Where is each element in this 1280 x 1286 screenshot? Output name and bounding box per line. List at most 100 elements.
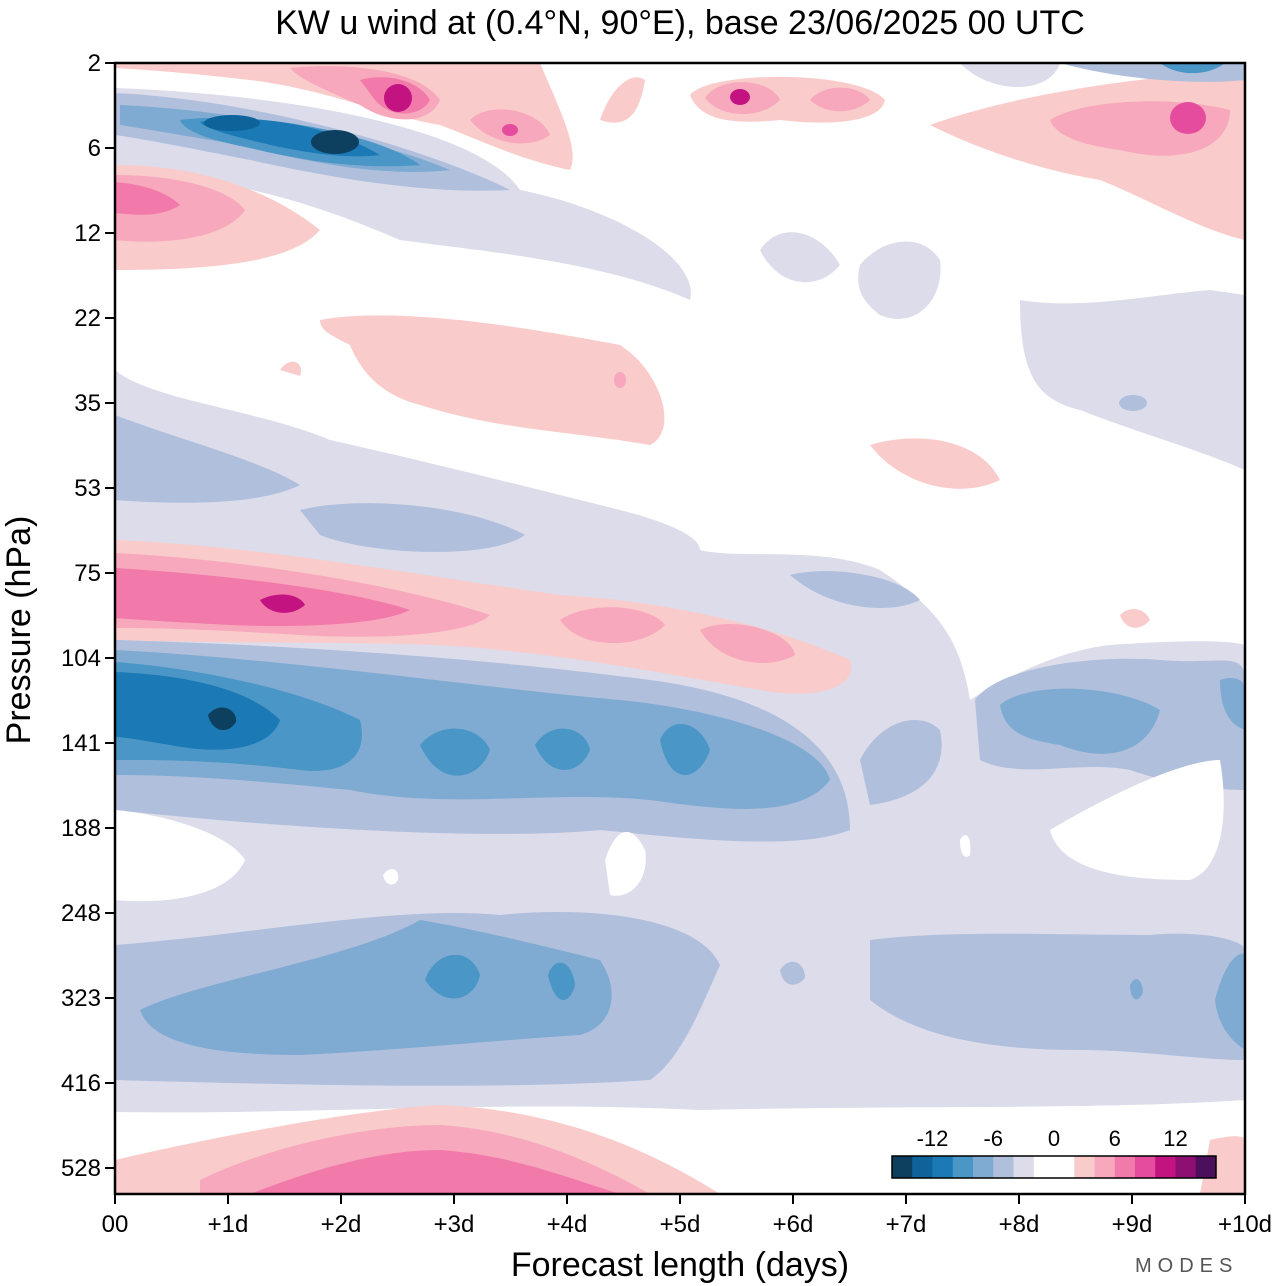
contour-band	[1215, 953, 1245, 1050]
contour-band	[1120, 608, 1150, 628]
contour-band	[548, 962, 575, 1000]
contour-band	[810, 87, 870, 112]
contour-band	[660, 723, 710, 775]
contour-band	[605, 831, 646, 896]
colorbar-swatch	[973, 1156, 994, 1178]
contour-band	[383, 868, 399, 885]
contour-band	[780, 961, 805, 985]
contour-band	[1020, 290, 1245, 470]
contour-band	[730, 89, 750, 105]
contour-band	[1160, 63, 1225, 74]
contour-band	[115, 810, 245, 902]
contour-band	[960, 63, 1060, 87]
colorbar-swatch	[1195, 1156, 1217, 1178]
colorbar-label: -12	[917, 1126, 949, 1151]
x-tick-label: +6d	[773, 1211, 814, 1238]
colorbar-swatch	[1013, 1156, 1035, 1178]
colorbar: -12 -6 0 6 12	[891, 1126, 1217, 1179]
plot-area	[115, 63, 1245, 1194]
contour-band	[790, 571, 920, 608]
contour-band	[280, 361, 301, 376]
colorbar-frame	[891, 1155, 1217, 1179]
contour-band	[1200, 1136, 1245, 1194]
colorbar-swatch	[1094, 1156, 1116, 1178]
contour-band	[1000, 688, 1160, 754]
y-tick-label: 6	[88, 135, 101, 162]
y-tick-label: 35	[74, 390, 101, 417]
y-tick-label: 416	[61, 1070, 101, 1097]
colorbar-label: 6	[1109, 1126, 1121, 1151]
contour-band	[115, 415, 300, 503]
contour-band	[858, 241, 941, 319]
x-tick-label: +7d	[886, 1211, 927, 1238]
colorbar-swatch	[892, 1156, 913, 1178]
y-tick-label: 12	[74, 220, 101, 247]
colorbar-swatch	[993, 1156, 1014, 1178]
x-tick-label: +5d	[660, 1211, 701, 1238]
y-axis-title: Pressure (hPa)	[0, 516, 38, 745]
colorbar-swatch	[1054, 1156, 1075, 1178]
x-tick-label: +10d	[1218, 1211, 1272, 1238]
contour-band	[250, 1150, 620, 1194]
y-tick-label: 53	[74, 475, 101, 502]
colorbar-label: 12	[1163, 1126, 1187, 1151]
colorbar-swatch	[1155, 1156, 1176, 1178]
contour-band	[204, 115, 260, 131]
x-tick-label: +3d	[434, 1211, 475, 1238]
contour-band	[1050, 760, 1224, 880]
contour-band	[535, 728, 590, 770]
y-tick-label: 104	[61, 645, 101, 672]
contour-band	[560, 607, 665, 644]
colorbar-label: -6	[983, 1126, 1003, 1151]
contour-band	[260, 594, 305, 613]
y-tick-label: 188	[61, 815, 101, 842]
contour-band	[300, 503, 525, 552]
x-tick-label: +9d	[1112, 1211, 1153, 1238]
x-tick-label: +1d	[208, 1211, 249, 1238]
contour-band	[870, 933, 1245, 1060]
colorbar-swatch	[1033, 1156, 1055, 1178]
colorbar-swatch	[1135, 1156, 1156, 1178]
y-tick-label: 2	[88, 50, 101, 77]
contour-band	[115, 63, 573, 170]
colorbar-swatch	[1175, 1156, 1197, 1178]
contour-band	[1220, 678, 1245, 730]
colorbar-swatch	[1114, 1156, 1136, 1178]
y-tick-label: 141	[61, 730, 101, 757]
contour-band	[960, 835, 971, 857]
contour-band	[870, 438, 1000, 489]
y-tick-label: 22	[74, 305, 101, 332]
contour-band	[115, 182, 180, 215]
colorbar-label: 0	[1048, 1126, 1060, 1151]
colorbar-swatch	[1074, 1156, 1095, 1178]
x-axis: 00 +1d +2d +3d +4d +5d +6d +7d +8d +9d +10d	[102, 1194, 1272, 1238]
y-tick-label: 248	[61, 900, 101, 927]
contour-band	[1130, 979, 1143, 1000]
colorbar-swatch	[912, 1156, 933, 1178]
contour-band	[420, 728, 490, 776]
contour-band	[115, 672, 280, 750]
contour-band	[311, 130, 359, 154]
x-tick-label: 00	[102, 1211, 129, 1238]
y-tick-label: 528	[61, 1155, 101, 1182]
contour-band	[1170, 102, 1206, 134]
x-tick-label: +8d	[999, 1211, 1040, 1238]
contour-band	[140, 920, 612, 1055]
contour-band	[760, 232, 840, 283]
chart-title: KW u wind at (0.4°N, 90°E), base 23/06/2…	[275, 4, 1085, 42]
colorbar-swatch	[932, 1156, 954, 1178]
contour-band	[384, 84, 412, 112]
x-tick-label: +2d	[321, 1211, 362, 1238]
contour-band	[860, 720, 942, 805]
brand-logo: MODES	[1135, 1255, 1238, 1277]
contour-band	[502, 124, 518, 136]
y-tick-label: 323	[61, 985, 101, 1012]
contour-band	[320, 315, 665, 445]
y-tick-label: 75	[74, 560, 101, 587]
x-axis-title: Forecast length (days)	[511, 1246, 849, 1284]
contour-band	[115, 568, 410, 627]
contour-band	[614, 372, 626, 388]
contour-band	[425, 954, 480, 999]
colorbar-swatch	[952, 1156, 974, 1178]
